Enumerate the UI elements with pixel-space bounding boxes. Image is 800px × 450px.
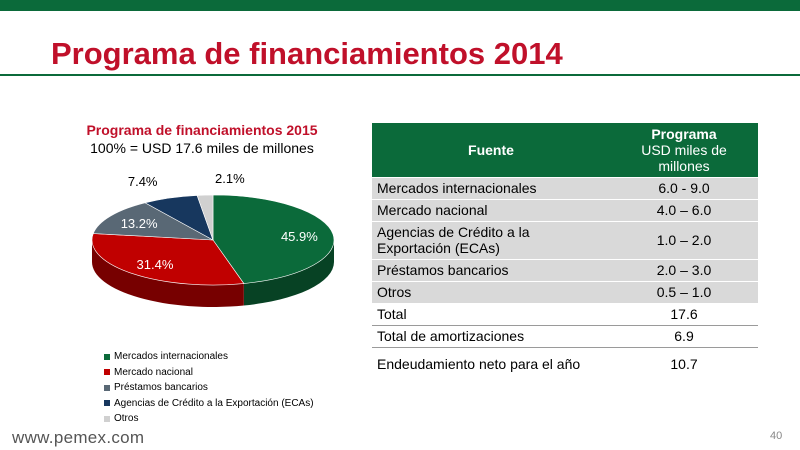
amortizations-label: Total de amortizaciones (372, 325, 610, 348)
legend-swatch (104, 353, 110, 360)
top-brand-bar (0, 0, 800, 11)
chart-legend: Mercados internacionales Mercado naciona… (104, 349, 314, 427)
pie-data-label: 31.4% (137, 257, 174, 272)
legend-label: Agencias de Crédito a la Exportación (EC… (114, 397, 314, 409)
pie-data-label: 7.4% (128, 174, 158, 189)
pie-data-label: 45.9% (281, 229, 318, 244)
total-label: Total (372, 303, 610, 326)
legend-label: Mercado nacional (114, 366, 193, 378)
row-source: Otros (372, 281, 610, 304)
legend-swatch (104, 369, 110, 376)
website-url: www.pemex.com (12, 428, 145, 447)
slide-title: Programa de financiamientos 2014 (51, 36, 563, 71)
net-debt-label: Endeudamiento neto para el año (372, 347, 610, 377)
pie-data-label: 13.2% (121, 216, 158, 231)
table-row-amortizations: Total de amortizaciones 6.9 (372, 325, 758, 348)
row-source: Agencias de Crédito a la Exportación (EC… (372, 221, 610, 260)
row-value: 2.0 – 3.0 (610, 259, 758, 282)
legend-item-otros: Otros (104, 411, 314, 427)
header-programa-title: Programa (651, 125, 717, 142)
legend-label: Mercados internacionales (114, 351, 228, 362)
total-value: 17.6 (610, 303, 758, 326)
pie-data-label: 2.1% (215, 171, 245, 186)
pie-slice (92, 202, 214, 241)
row-value: 1.0 – 2.0 (610, 221, 758, 260)
pie-slice (91, 233, 245, 286)
chart-title: Programa de financiamientos 2015 (86, 122, 318, 138)
table-header-row: Fuente Programa USD miles de millones (372, 123, 758, 178)
table-row: Mercados internacionales 6.0 - 9.0 (372, 177, 758, 200)
net-debt-value: 10.7 (610, 347, 758, 377)
page-number: 40 (770, 430, 783, 442)
header-programa-sub: USD miles de millones (641, 141, 727, 174)
legend-swatch (104, 400, 110, 407)
table-row-total: Total 17.6 (372, 303, 758, 326)
title-divider (0, 74, 800, 76)
legend-label: Otros (114, 413, 139, 424)
pie-slice-side (243, 240, 334, 306)
legend-item-agencias-ecas: Agencias de Crédito a la Exportación (EC… (104, 396, 314, 412)
legend-item-prestamos-bancarios: Préstamos bancarios (104, 380, 314, 396)
pie-chart: 45.9% 31.4% 13.2% 7.4% 2.1% (91, 171, 335, 307)
legend-swatch (104, 415, 110, 422)
legend-label: Préstamos bancarios (114, 382, 208, 393)
row-value: 6.0 - 9.0 (610, 177, 758, 200)
pie-slice (212, 194, 335, 284)
table-row: Agencias de Crédito a la Exportación (EC… (372, 221, 758, 260)
table-row: Otros 0.5 – 1.0 (372, 281, 758, 304)
legend-item-mercados-internacionales: Mercados internacionales (104, 349, 314, 365)
legend-item-mercado-nacional: Mercado nacional (104, 365, 314, 381)
pie-slice (196, 194, 214, 241)
row-source: Préstamos bancarios (372, 259, 610, 282)
row-value: 4.0 – 6.0 (610, 199, 758, 222)
financing-table: Fuente Programa USD miles de millones Me… (372, 123, 758, 377)
table-row-net-debt: Endeudamiento neto para el año 10.7 (372, 347, 758, 377)
chart-subtitle: 100% = USD 17.6 miles de millones (90, 140, 314, 156)
header-fuente: Fuente (372, 123, 610, 178)
row-source: Mercados internacionales (372, 177, 610, 200)
table-row: Mercado nacional 4.0 – 6.0 (372, 199, 758, 222)
amortizations-value: 6.9 (610, 325, 758, 348)
pie-slice-side (92, 240, 244, 307)
row-value: 0.5 – 1.0 (610, 281, 758, 304)
header-programa: Programa USD miles de millones (610, 123, 758, 178)
row-source: Mercado nacional (372, 199, 610, 222)
legend-swatch (104, 384, 110, 391)
table-row: Préstamos bancarios 2.0 – 3.0 (372, 259, 758, 282)
